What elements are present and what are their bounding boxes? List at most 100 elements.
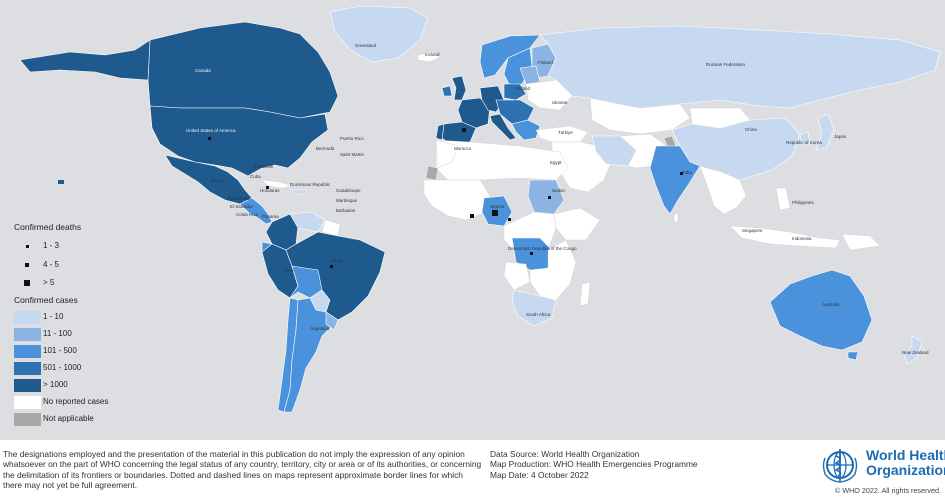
country-russia xyxy=(539,25,941,109)
death-marker-mexico xyxy=(266,186,269,189)
label-drc: Democratic Republic of the Congo xyxy=(508,246,577,251)
country-south-africa xyxy=(511,289,557,327)
footer: The designations employed and the presen… xyxy=(0,440,945,499)
label-puerto-rico: Puerto Rico xyxy=(340,136,364,141)
label-nigeria: Nigeria xyxy=(490,204,505,209)
label-greenland: Greenland xyxy=(355,43,377,48)
death-marker-large-icon xyxy=(24,280,30,286)
legend-deaths-item: 1 - 3 xyxy=(14,241,94,253)
label-panama: Panama xyxy=(262,214,279,219)
data-source-text: Data Source: World Health Organization xyxy=(490,449,640,459)
death-marker-nigeria xyxy=(492,210,498,216)
label-new-zealand: New Zealand xyxy=(902,350,929,355)
legend-cases-item: 101 - 500 xyxy=(14,345,124,358)
country-bolivia xyxy=(289,265,323,299)
label-russia: Russian Federation xyxy=(706,62,746,67)
label-bahamas: Bahamas xyxy=(254,164,274,169)
label-mexico: Mexico xyxy=(210,178,225,183)
country-new-zealand xyxy=(903,335,923,365)
label-indonesia: Indonesia xyxy=(792,236,812,241)
copyright-text: © WHO 2022. All rights reserved. xyxy=(835,486,941,495)
world-map-svg xyxy=(19,5,941,413)
label-india: India xyxy=(682,170,692,175)
country-west-africa xyxy=(423,179,491,221)
label-barbados: Barbados xyxy=(336,208,356,213)
map-production-text: Map Production: WHO Health Emergencies P… xyxy=(490,459,698,470)
legend-deaths-label: 1 - 3 xyxy=(43,241,60,250)
legend-swatch xyxy=(14,413,41,426)
country-portugal xyxy=(435,123,445,141)
legend-cases-item: No reported cases xyxy=(14,396,124,409)
label-guatemala: Guatemala xyxy=(228,196,251,201)
label-singapore: Singapore xyxy=(742,228,763,233)
legend-cases-item: Not applicable xyxy=(14,413,124,426)
death-marker-sudan xyxy=(548,196,551,199)
death-marker-small-icon xyxy=(26,245,29,248)
disclaimer-text: The designations employed and the presen… xyxy=(3,449,482,490)
legend-cases-item: 11 - 100 xyxy=(14,328,124,341)
country-korea xyxy=(799,131,811,147)
label-bermuda: Bermuda xyxy=(316,146,335,151)
map-date-text: Map Date: 4 October 2022 xyxy=(490,469,589,480)
label-martinique: Martinique xyxy=(336,198,358,203)
country-sri-lanka xyxy=(673,213,679,223)
label-el-salvador: El Salvador xyxy=(230,204,254,209)
country-ireland xyxy=(441,85,453,97)
country-japan xyxy=(815,113,835,151)
legend-cases-item: 501 - 1000 xyxy=(14,362,124,375)
legend-swatch xyxy=(14,345,41,358)
legend-swatch xyxy=(14,328,41,341)
world-map: Greenland Iceland Canada United States o… xyxy=(0,0,945,440)
legend-cases-label: 501 - 1000 xyxy=(43,363,82,372)
legend-swatch xyxy=(14,379,41,392)
who-name: World Health Organization xyxy=(866,448,945,478)
label-poland: Poland xyxy=(516,86,531,91)
country-greenland xyxy=(329,5,429,63)
country-indonesia xyxy=(729,225,841,249)
death-marker-cameroon xyxy=(508,218,511,221)
country-cuba xyxy=(261,179,293,189)
legend-cases-item: 1 - 10 xyxy=(14,311,124,324)
label-ukraine: Ukraine xyxy=(552,100,568,105)
death-marker-ghana xyxy=(470,214,474,218)
legend-swatch xyxy=(14,396,41,409)
label-finland: Finland xyxy=(538,60,553,65)
who-name-line2: Organization xyxy=(866,462,945,478)
country-madagascar xyxy=(579,281,591,307)
label-honduras: Honduras xyxy=(260,188,280,193)
who-logo: World Health Organization xyxy=(820,446,945,484)
label-guadeloupe: Guadeloupe xyxy=(336,188,361,193)
label-saint-martin: Saint Martin xyxy=(340,152,365,157)
country-iceland xyxy=(417,51,441,63)
legend-cases-item: > 1000 xyxy=(14,379,124,392)
country-se-asia xyxy=(699,165,747,215)
country-italy xyxy=(489,113,517,141)
label-cuba: Cuba xyxy=(250,174,261,179)
death-marker-brazil xyxy=(330,265,333,268)
country-hawaii xyxy=(58,180,64,184)
legend-cases-label: 1 - 10 xyxy=(43,312,64,321)
source-info: Data Source: World Health Organization M… xyxy=(490,449,698,480)
label-egypt: Egypt xyxy=(550,160,562,165)
legend-cases-label: > 1000 xyxy=(43,380,68,389)
country-namibia-angola xyxy=(503,261,531,291)
label-peru: Peru xyxy=(284,268,294,273)
legend-deaths-label: > 5 xyxy=(43,278,55,287)
legend-deaths-title: Confirmed deaths xyxy=(14,222,82,232)
legend-cases-label: No reported cases xyxy=(43,397,109,406)
country-india xyxy=(649,145,701,215)
label-japan: Japan xyxy=(834,134,847,139)
label-sudan: Sudan xyxy=(552,188,566,193)
label-brazil: Brazil xyxy=(332,258,344,263)
label-south-africa: South Africa xyxy=(526,312,551,317)
country-balkans xyxy=(511,119,541,141)
who-emblem-icon xyxy=(822,449,858,483)
legend-cases-label: 101 - 500 xyxy=(43,346,77,355)
label-australia: Australia xyxy=(822,302,840,307)
label-costa-rica: Costa Rica xyxy=(236,212,259,217)
legend-swatch xyxy=(14,311,41,324)
country-morocco xyxy=(435,139,459,169)
label-dominican-republic: Dominican Republic xyxy=(290,182,331,187)
label-iceland: Iceland xyxy=(425,52,440,57)
death-marker-medium-icon xyxy=(25,263,29,267)
